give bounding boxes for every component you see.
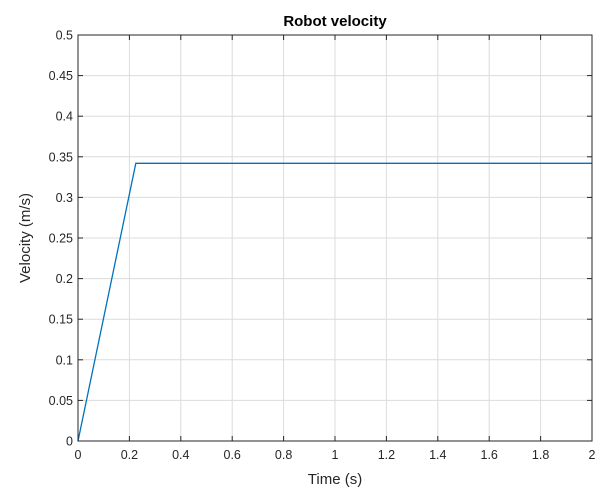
x-tick-label: 1.2: [378, 448, 395, 462]
x-tick-label: 1.6: [481, 448, 498, 462]
axis-ticks: 0 0.2 0.4 0.6 0.8 1 1.2 1.4 1.6 1.8 2 0 0.05 0.1 0.15 0…: [49, 29, 596, 463]
x-tick-label: 1: [332, 448, 339, 462]
x-tick-label: 0.8: [275, 448, 292, 462]
x-tick-label: 1.8: [532, 448, 549, 462]
x-tick-label: 0.4: [172, 448, 189, 462]
y-tick-label: 0.1: [56, 353, 73, 367]
x-tick-label: 1.4: [429, 448, 446, 462]
x-tick-label: 0.2: [121, 448, 138, 462]
y-tick-label: 0.35: [49, 150, 73, 164]
chart-title: Robot velocity: [283, 13, 387, 30]
series-lines: [77, 162, 592, 442]
y-tick-label: 0.3: [56, 191, 73, 205]
series-line-0: [77, 162, 592, 442]
x-axis-label: Time (s): [308, 471, 362, 488]
y-tick-label: 0.45: [49, 69, 73, 83]
y-tick-label: 0.25: [49, 232, 73, 246]
y-tick-label: 0.4: [56, 110, 73, 124]
y-tick-label: 0: [66, 435, 73, 449]
y-axis-label: Velocity (m/s): [17, 193, 34, 283]
y-tick-label: 0.5: [56, 29, 73, 43]
x-tick-label: 0: [75, 448, 82, 462]
y-tick-label: 0.05: [49, 394, 73, 408]
x-tick-label: 0.6: [224, 448, 241, 462]
y-tick-label: 0.2: [56, 272, 73, 286]
y-tick-label: 0.15: [49, 313, 73, 327]
x-tick-label: 2: [589, 448, 596, 462]
